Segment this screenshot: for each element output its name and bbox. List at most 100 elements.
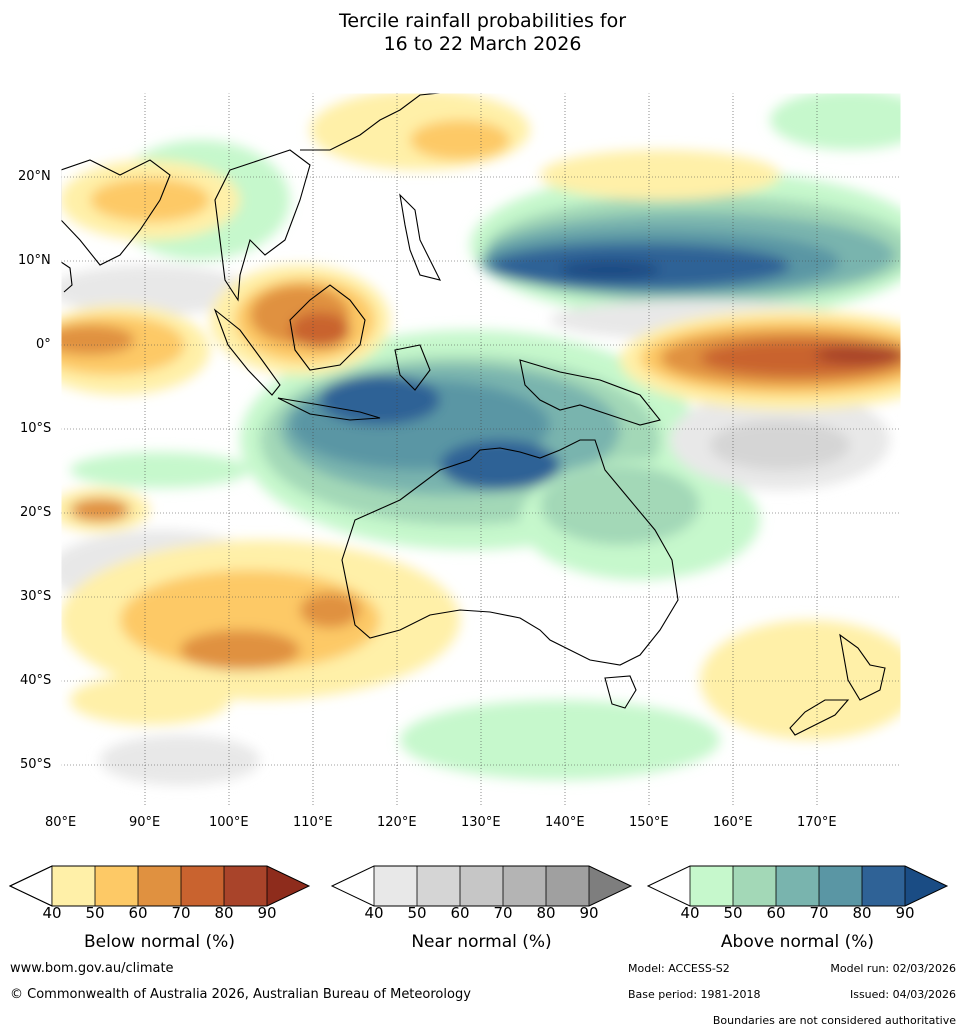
colorbar-cell: [224, 866, 267, 906]
lat-label: 20°N: [18, 169, 51, 184]
lon-label: 130°E: [461, 815, 501, 830]
colorbar-tick: 60: [766, 904, 786, 922]
below-normal-region: [70, 675, 230, 725]
map-frame: [60, 92, 902, 807]
colorbar-cell: [374, 866, 417, 906]
lon-label: 140°E: [545, 815, 585, 830]
above-normal-region: [440, 440, 560, 490]
colorbar-cell: [417, 866, 460, 906]
colorbar-cell: [862, 866, 905, 906]
java-coast: [277, 397, 381, 421]
india-coast: [61, 159, 171, 266]
above-normal-region: [400, 700, 720, 780]
colorbar-cell: [52, 866, 95, 906]
colorbar-tick: 70: [171, 904, 191, 922]
colorbar-tick: 80: [214, 904, 234, 922]
new-zealand-south: [789, 699, 850, 736]
sulawesi-coast: [394, 344, 431, 391]
issued-date: Issued: 04/03/2026: [849, 988, 956, 1001]
below-normal-region: [815, 345, 901, 365]
above-normal-region: [70, 452, 250, 488]
lon-label: 100°E: [209, 815, 249, 830]
colorbar-cell: [138, 866, 181, 906]
colorbar-low-extension: [332, 866, 374, 906]
below-normal-region: [540, 150, 780, 200]
colorbar-tick: 50: [723, 904, 743, 922]
indochina-coast: [214, 149, 311, 302]
colorbar-tick: 40: [680, 904, 700, 922]
colorbar-tick: 80: [536, 904, 556, 922]
lat-label: 50°S: [20, 757, 52, 772]
china-coast: [300, 93, 441, 151]
colorbar-tick: 70: [493, 904, 513, 922]
above-normal-colorbar: [646, 865, 949, 907]
colorbar-cell: [733, 866, 776, 906]
colorbar-tick: 70: [809, 904, 829, 922]
colorbar-tick: 90: [579, 904, 599, 922]
colorbar-cell: [460, 866, 503, 906]
tasmania-coast: [604, 675, 637, 709]
colorbar-high-extension: [905, 866, 947, 906]
lat-label: 10°N: [18, 253, 51, 268]
borneo-coast: [289, 284, 366, 371]
coastlines: [61, 93, 886, 736]
lon-label: 90°E: [129, 815, 161, 830]
chart-title: Tercile rainfall probabilities for 16 to…: [0, 10, 965, 56]
colorbar-low-extension: [648, 866, 690, 906]
website-link[interactable]: www.bom.gov.au/climate: [10, 961, 174, 976]
colorbar-high-extension: [267, 866, 309, 906]
boundaries-disclaimer: Boundaries are not considered authoritat…: [712, 1014, 956, 1027]
below-normal-region: [700, 620, 901, 740]
below-normal-region: [290, 312, 350, 348]
colorbar-tick: 90: [257, 904, 277, 922]
probability-fields: [61, 93, 901, 785]
lon-label: 150°E: [629, 815, 669, 830]
colorbar-cell: [503, 866, 546, 906]
lon-label: 160°E: [713, 815, 753, 830]
near-normal-label: Near normal (%): [411, 932, 552, 952]
colorbar-tick: 60: [450, 904, 470, 922]
model-run-date: Model run: 02/03/2026: [830, 962, 956, 975]
lon-label: 170°E: [797, 815, 837, 830]
lat-label: 10°S: [20, 421, 52, 436]
above-normal-region: [540, 465, 700, 545]
lat-label: 30°S: [20, 589, 52, 604]
below-normal-region: [70, 498, 130, 522]
colorbar-low-extension: [8, 865, 53, 907]
below-normal-region: [61, 325, 135, 355]
above-normal-region: [560, 260, 660, 280]
colorbar-tick: 80: [852, 904, 872, 922]
colorbar-tick: 40: [364, 904, 384, 922]
above-normal-region: [320, 375, 440, 425]
lon-label: 80°E: [45, 815, 77, 830]
graticule: [61, 93, 901, 806]
lon-label: 120°E: [377, 815, 417, 830]
lat-label: 40°S: [20, 673, 52, 688]
above-normal-label: Above normal (%): [720, 932, 875, 952]
philippines-coast: [399, 193, 442, 281]
sri-lanka-coast: [61, 261, 73, 293]
above-normal-region: [770, 93, 901, 150]
colorbar-tick: 50: [407, 904, 427, 922]
below-normal-region: [410, 120, 510, 160]
colorbar-tick: 90: [895, 904, 915, 922]
near-normal-colorbar: [330, 865, 633, 907]
lon-label: 110°E: [293, 815, 333, 830]
colorbar-tick: 60: [128, 904, 148, 922]
near-normal-region: [61, 265, 250, 315]
lat-label: 20°S: [20, 505, 52, 520]
lat-label: 0°: [36, 337, 51, 352]
below-normal-label: Below normal (%): [84, 932, 235, 952]
colorbar-tick: 50: [85, 904, 105, 922]
colorbar-tick: 40: [42, 904, 62, 922]
base-period: Base period: 1981-2018: [628, 988, 761, 1001]
title-line-2: 16 to 22 March 2026: [383, 33, 582, 55]
colorbar-dividers: [51, 866, 268, 906]
below-normal-region: [300, 592, 360, 628]
colorbar-cell: [546, 866, 589, 906]
sumatra-coast: [213, 308, 281, 396]
copyright-text: © Commonwealth of Australia 2026, Austra…: [10, 987, 471, 1002]
new-guinea-coast: [519, 359, 661, 426]
colorbar-cell: [181, 866, 224, 906]
